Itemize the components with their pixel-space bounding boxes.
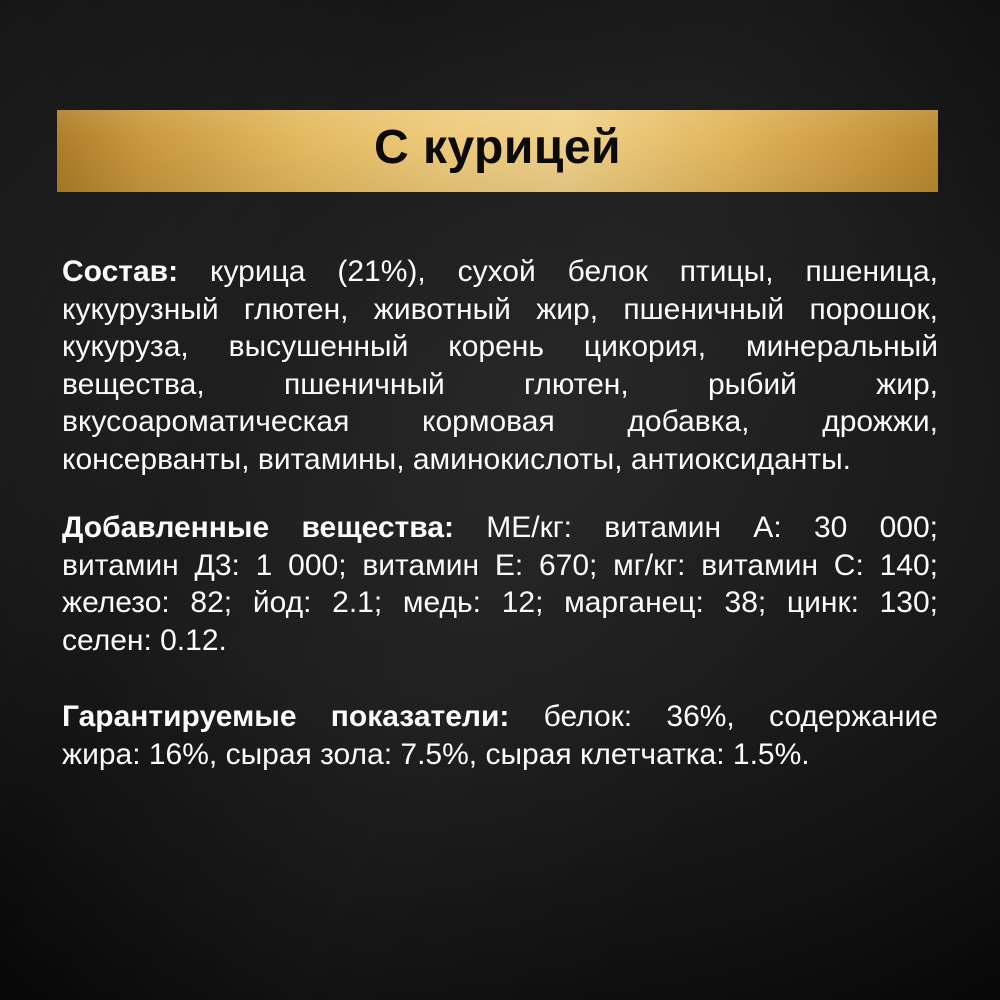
flavor-title: С курицей xyxy=(373,120,622,174)
guaranteed-analysis-section: Гарантируемые показатели: белок: 36%, со… xyxy=(62,698,938,773)
composition-label: Состав: xyxy=(62,255,179,288)
composition-line: консерванты, витамины, аминокислоты, ант… xyxy=(62,442,851,476)
additives-text: МЕ/кг: витамин А: 30 000; xyxy=(486,511,938,544)
guaranteed-label: Гарантируемые показатели: xyxy=(62,700,510,733)
guaranteed-line: жира: 16%, сырая зола: 7.5%, сырая клетч… xyxy=(62,737,810,771)
additives-section: Добавленные вещества: МЕ/кг: витамин А: … xyxy=(62,509,938,659)
guaranteed-line: Гарантируемые показатели: белок: 36%, со… xyxy=(62,698,938,736)
guaranteed-text: белок: 36%, содержание xyxy=(543,700,938,733)
composition-section: Состав: курица (21%), сухой белок птицы,… xyxy=(62,253,938,478)
composition-line: Состав: курица (21%), сухой белок птицы,… xyxy=(62,253,938,291)
composition-line: вкусоароматическая кормовая добавка, дро… xyxy=(62,405,938,438)
additives-line: железо: 82; йод: 2.1; медь: 12; марганец… xyxy=(62,586,938,619)
label-content: Состав: курица (21%), сухой белок птицы,… xyxy=(62,253,938,773)
additives-line: селен: 0.12. xyxy=(62,623,227,657)
composition-line: кукурузный глютен, животный жир, пшеничн… xyxy=(62,292,938,326)
additives-line: витамин Д3: 1 000; витамин Е: 670; мг/кг… xyxy=(62,548,938,582)
composition-text: курица (21%), сухой белок птицы, пшеница… xyxy=(210,255,939,288)
additives-line: Добавленные вещества: МЕ/кг: витамин А: … xyxy=(62,509,938,547)
flavor-banner: С курицей xyxy=(57,110,938,192)
composition-line: кукуруза, высушенный корень цикория, мин… xyxy=(62,330,938,363)
additives-label: Добавленные вещества: xyxy=(62,511,454,544)
composition-line: вещества, пшеничный глютен, рыбий жир, xyxy=(62,367,938,401)
